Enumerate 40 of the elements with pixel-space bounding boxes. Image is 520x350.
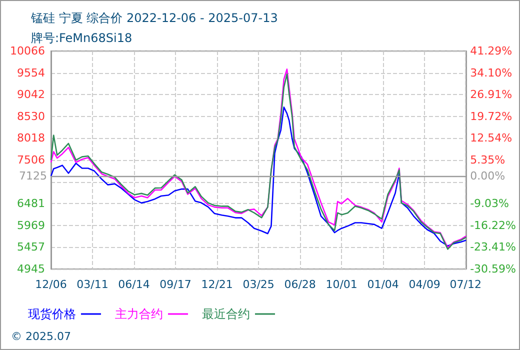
y-tick-label: 8530	[17, 110, 45, 123]
y2-tick-label: -23.41%	[470, 240, 516, 254]
y-tick-label: 10066	[10, 44, 45, 58]
legend-label: 主力合约	[115, 307, 163, 321]
y-tick-label: 5969	[17, 218, 45, 232]
chart-title: 锰硅 宁夏 综合价 2022-12-06 - 2025-07-13	[30, 11, 278, 25]
x-tick-label: 10/01	[326, 278, 358, 291]
y2-tick-label: -30.59%	[470, 262, 516, 276]
x-tick-label: 03/25	[242, 278, 274, 291]
x-tick-label: 03/11	[76, 278, 108, 291]
y2-tick-label: 12.54%	[470, 132, 512, 145]
y2-tick-label: 0.00%	[470, 170, 506, 183]
y2-tick-label: 26.91%	[470, 88, 512, 102]
y2-tick-label: -9.03%	[470, 197, 510, 210]
x-tick-label: 12/06	[35, 278, 67, 291]
x-tick-label: 01/04	[367, 278, 399, 291]
y-tick-label: 9554	[17, 66, 45, 80]
x-tick-label: 04/09	[408, 278, 440, 291]
y-tick-label: 7506	[17, 153, 45, 166]
legend-label: 现货价格	[28, 307, 76, 321]
y-tick-label: 6481	[17, 197, 45, 210]
y2-tick-label: 41.29%	[470, 44, 512, 58]
x-tick-label: 07/12	[450, 278, 482, 291]
ref-line-label: 7125	[19, 170, 47, 183]
y-tick-label: 5457	[17, 240, 45, 254]
legend-label: 最近合约	[202, 307, 250, 321]
y2-tick-label: 34.10%	[470, 66, 512, 80]
text: © 2025.07	[11, 330, 71, 343]
y-tick-label: 9042	[17, 88, 45, 102]
y2-tick-label: -16.22%	[470, 218, 516, 232]
y2-tick-label: 5.35%	[470, 154, 506, 166]
x-tick-label: 06/28	[284, 278, 316, 291]
x-tick-label: 12/21	[201, 278, 233, 291]
y-tick-label: 4945	[17, 262, 45, 276]
chart-subtitle: 牌号:FeMn68Si18	[31, 31, 132, 45]
y2-tick-label: 19.72%	[470, 110, 512, 123]
line-series	[50, 106, 467, 247]
y-tick-label: 8018	[17, 132, 45, 145]
x-tick-label: 06/14	[118, 278, 150, 291]
x-tick-label: 09/17	[160, 278, 192, 291]
